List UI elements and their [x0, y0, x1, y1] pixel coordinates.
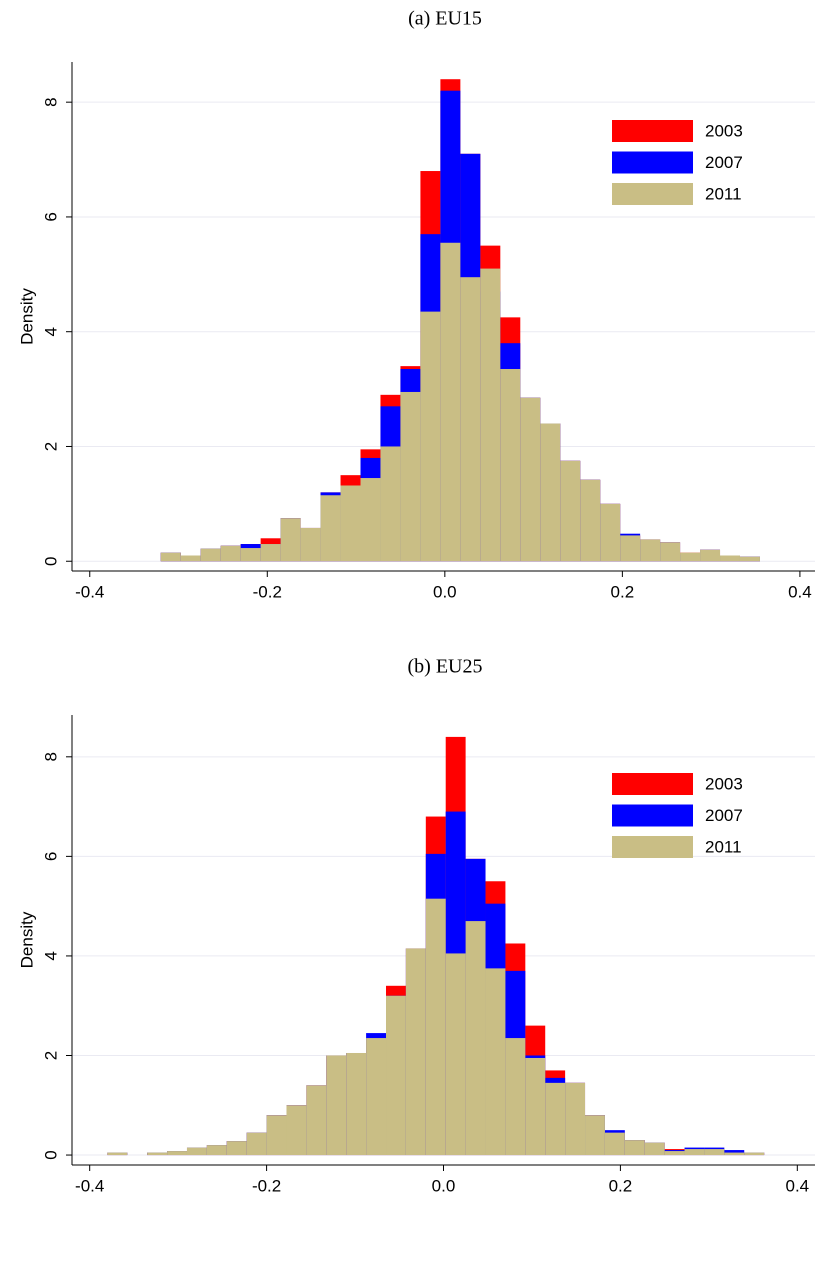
y-tick-label: 0: [41, 1150, 60, 1159]
legend-label: 2003: [705, 774, 743, 793]
y-axis-label: Density: [17, 288, 36, 345]
y-axis-label: Density: [17, 911, 36, 968]
legend-swatch: [612, 773, 693, 795]
histogram-bar: [545, 1082, 566, 1156]
histogram-bar: [684, 1149, 705, 1156]
histogram-bar: [660, 542, 681, 562]
histogram-bar: [206, 1145, 227, 1156]
histogram-bar: [306, 1085, 327, 1156]
histogram-bar: [525, 1057, 546, 1156]
histogram-bar: [445, 953, 466, 1156]
chart-title: (a) EU15: [408, 8, 482, 30]
x-tick-label: 0.2: [609, 1176, 633, 1195]
legend-swatch: [612, 804, 693, 827]
histogram-bar: [560, 460, 581, 562]
histogram-bar: [400, 391, 421, 562]
histogram-bar: [485, 968, 506, 1156]
histogram-bar: [600, 503, 621, 562]
y-tick-label: 4: [41, 951, 60, 960]
x-tick-label: -0.2: [252, 1176, 281, 1195]
histogram-bar: [240, 548, 261, 562]
histogram-bar: [186, 1147, 207, 1156]
histogram-bar: [440, 242, 461, 562]
histogram-bar: [585, 1115, 605, 1156]
x-tick-label: 0.0: [433, 582, 457, 601]
histogram-bar: [167, 1151, 187, 1156]
histogram-bar: [360, 478, 381, 562]
legend-label: 2007: [705, 153, 743, 172]
histogram-bar: [160, 552, 181, 562]
histogram-bar: [565, 1082, 586, 1156]
histogram-bar: [320, 495, 341, 562]
histogram-bar: [147, 1152, 168, 1156]
x-tick-label: -0.4: [75, 582, 104, 601]
histogram-bar: [425, 898, 446, 1156]
x-tick-label: 0.4: [785, 1176, 809, 1195]
histogram-bar: [200, 548, 221, 562]
histogram-bar: [720, 555, 740, 562]
histogram-bar: [744, 1152, 765, 1156]
histogram-bar: [739, 556, 760, 562]
x-tick-label: -0.2: [253, 582, 282, 601]
histogram-bar: [465, 921, 486, 1156]
histogram-bar: [644, 1142, 665, 1156]
y-tick-label: 0: [41, 557, 60, 566]
histogram-bar: [500, 369, 521, 562]
histogram-bar: [280, 518, 301, 562]
histogram-bar: [700, 549, 721, 562]
histogram-bar: [220, 545, 241, 562]
histogram-bar: [620, 535, 641, 562]
histogram-bar: [724, 1152, 745, 1156]
y-tick-label: 2: [41, 1051, 60, 1060]
legend-label: 2007: [705, 806, 743, 825]
histogram-bar: [580, 479, 601, 562]
histogram-bar: [180, 555, 201, 562]
histogram-bar: [520, 397, 541, 562]
legend-label: 2011: [705, 184, 742, 203]
legend-swatch: [612, 836, 693, 858]
histogram-bar: [704, 1149, 725, 1156]
y-tick-label: 8: [41, 752, 60, 761]
histogram-bar: [326, 1055, 347, 1156]
histogram-bar: [366, 1038, 387, 1156]
histogram-bar: [405, 948, 426, 1156]
histogram-bar: [460, 277, 481, 562]
histogram-bar: [680, 552, 701, 562]
x-tick-label: 0.2: [611, 582, 635, 601]
y-tick-label: 6: [41, 212, 60, 221]
y-tick-label: 6: [41, 852, 60, 861]
histogram-bar: [604, 1132, 625, 1156]
y-tick-label: 2: [41, 442, 60, 451]
histogram-bar: [346, 1052, 367, 1156]
x-tick-label: 0.0: [432, 1176, 456, 1195]
y-tick-label: 4: [41, 327, 60, 336]
histogram-bar: [505, 1038, 526, 1156]
x-tick-label: -0.4: [75, 1176, 104, 1195]
legend-label: 2011: [705, 837, 742, 856]
legend-swatch: [612, 183, 693, 205]
y-tick-label: 8: [41, 97, 60, 106]
histogram-bar: [260, 544, 281, 562]
legend-label: 2003: [705, 121, 743, 140]
histogram-bar: [480, 268, 501, 562]
histogram-bar: [107, 1152, 128, 1156]
chart-title: (b) EU25: [408, 656, 483, 678]
legend-swatch: [612, 151, 693, 174]
histogram-bar: [226, 1141, 247, 1156]
histogram-bar: [640, 539, 661, 562]
histogram-bar: [246, 1132, 267, 1156]
histogram-bar: [300, 527, 321, 562]
histogram-bar: [286, 1105, 307, 1156]
histogram-bar: [624, 1140, 645, 1156]
histogram-bar: [340, 485, 361, 562]
histogram-bar: [420, 311, 441, 562]
legend-swatch: [612, 120, 693, 142]
histogram-bar: [380, 446, 401, 562]
histogram-bar: [540, 423, 561, 562]
x-tick-label: 0.4: [788, 582, 812, 601]
histogram-bar: [664, 1151, 685, 1156]
histogram-bar: [266, 1115, 287, 1156]
histogram-bar: [386, 995, 406, 1156]
